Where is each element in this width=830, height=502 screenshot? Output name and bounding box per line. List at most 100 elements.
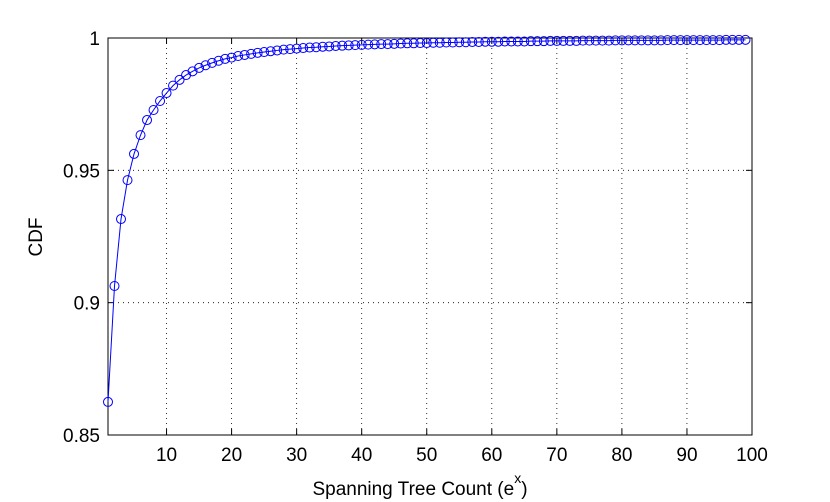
data-point: [265, 46, 276, 57]
data-point: [740, 34, 751, 45]
data-point: [551, 35, 562, 46]
y-tick-label: 0.85: [63, 426, 100, 447]
x-tick-label: 50: [416, 445, 437, 466]
data-point: [512, 36, 523, 47]
x-tick-label: 100: [736, 445, 768, 466]
data-point: [161, 88, 172, 99]
data-point: [168, 80, 179, 91]
data-point: [428, 37, 439, 48]
data-point: [571, 35, 582, 46]
data-point: [447, 37, 458, 48]
data-point: [382, 39, 393, 50]
data-point: [213, 55, 224, 66]
data-point: [701, 35, 712, 46]
data-point: [421, 38, 432, 49]
data-point: [707, 35, 718, 46]
data-point: [727, 34, 738, 45]
data-point: [200, 60, 211, 71]
data-point: [272, 45, 283, 56]
data-point: [187, 66, 198, 77]
data-point: [311, 42, 322, 53]
data-point: [545, 35, 556, 46]
data-point: [395, 38, 406, 49]
data-point: [129, 148, 140, 159]
data-point: [363, 39, 374, 50]
data-point: [408, 38, 419, 49]
x-axis-label: Spanning Tree Count (ex): [312, 470, 527, 500]
y-axis-label: CDF: [26, 217, 47, 256]
data-point: [467, 36, 478, 47]
data-point: [636, 35, 647, 46]
x-tick-label: 40: [351, 445, 372, 466]
y-tick-label: 1: [89, 29, 100, 50]
data-point: [616, 35, 627, 46]
data-point: [688, 35, 699, 46]
data-point: [564, 35, 575, 46]
data-point: [480, 36, 491, 47]
x-tick-label: 20: [221, 445, 242, 466]
data-point: [207, 57, 218, 68]
data-point: [668, 35, 679, 46]
data-point: [558, 35, 569, 46]
data-point: [538, 36, 549, 47]
data-point: [499, 36, 510, 47]
data-point: [493, 36, 504, 47]
data-point: [369, 39, 380, 50]
data-point: [174, 74, 185, 85]
data-point: [220, 53, 231, 64]
data-point: [584, 35, 595, 46]
data-point: [597, 35, 608, 46]
data-point: [603, 35, 614, 46]
data-point: [610, 35, 621, 46]
data-point: [135, 130, 146, 141]
data-point: [460, 37, 471, 48]
data-point: [434, 37, 445, 48]
data-point: [720, 34, 731, 45]
y-tick-label: 0.9: [74, 294, 100, 315]
data-point: [233, 50, 244, 61]
data-point: [590, 35, 601, 46]
data-point: [675, 35, 686, 46]
data-point: [122, 175, 133, 186]
x-tick-label: 70: [546, 445, 567, 466]
data-point: [662, 35, 673, 46]
data-point: [155, 95, 166, 106]
data-point: [350, 40, 361, 51]
data-point: [733, 34, 744, 45]
data-point: [506, 36, 517, 47]
data-point: [324, 41, 335, 52]
data-point: [148, 104, 159, 115]
data-point: [226, 52, 237, 63]
data-point: [194, 62, 205, 73]
data-point: [623, 35, 634, 46]
x-axis-label-superscript: x: [514, 470, 521, 486]
data-point: [441, 37, 452, 48]
axes-box: [107, 37, 753, 436]
data-point: [714, 35, 725, 46]
data-point: [109, 280, 120, 291]
data-point: [525, 36, 536, 47]
data-point: [681, 35, 692, 46]
x-tick-label: 60: [481, 445, 502, 466]
data-point: [317, 41, 328, 52]
data-point: [649, 35, 660, 46]
plot-area: [108, 38, 752, 435]
data-point: [298, 43, 309, 54]
data-point: [285, 44, 296, 55]
y-tick-label: 0.95: [63, 161, 100, 182]
data-point: [337, 40, 348, 51]
data-point: [454, 37, 465, 48]
data-point: [629, 35, 640, 46]
data-point: [356, 39, 367, 50]
data-point: [473, 36, 484, 47]
data-point: [252, 47, 263, 58]
data-point: [519, 36, 530, 47]
data-point: [642, 35, 653, 46]
data-point: [402, 38, 413, 49]
data-point: [239, 49, 250, 60]
x-tick-label: 30: [286, 445, 307, 466]
data-point: [415, 38, 426, 49]
x-axis-label-close: ): [521, 479, 527, 500]
data-point: [278, 44, 289, 55]
